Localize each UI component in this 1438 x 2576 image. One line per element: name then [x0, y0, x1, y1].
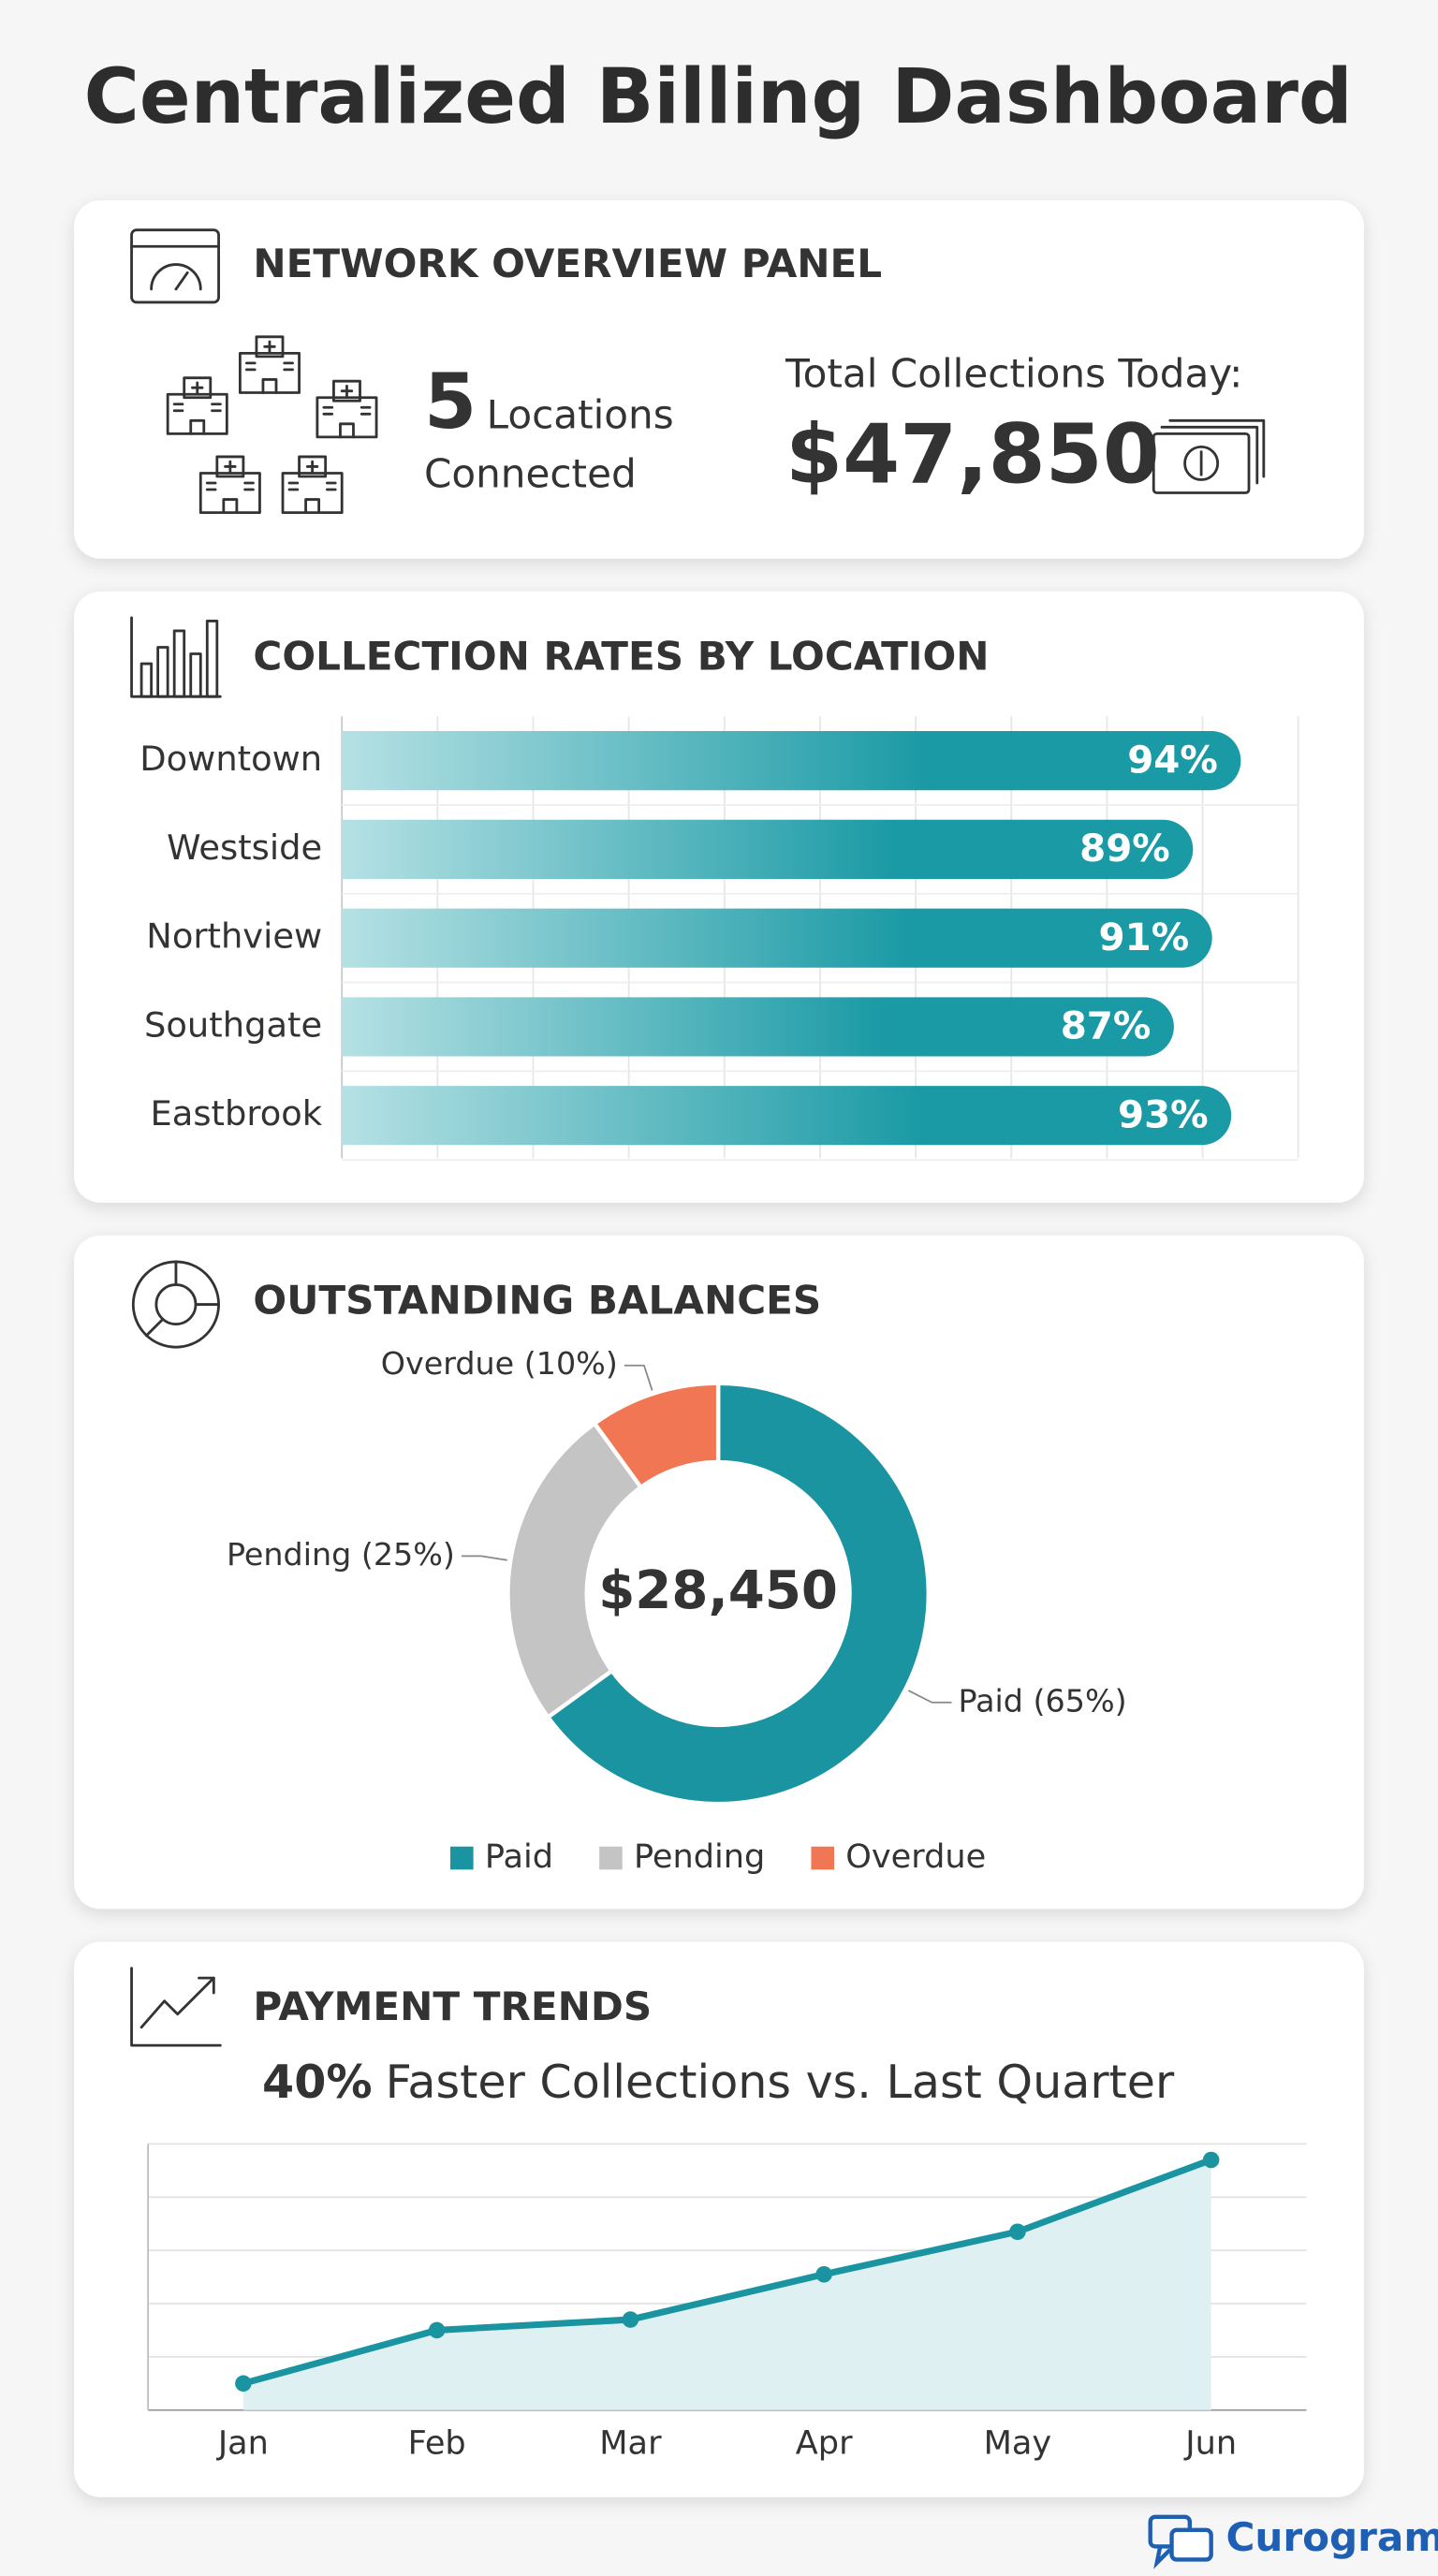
legend-label: Paid: [485, 1837, 553, 1876]
x-tick-label: Jan: [216, 2424, 269, 2463]
bar: [342, 819, 1194, 879]
x-tick-label: Apr: [796, 2424, 853, 2463]
donut-slice: [545, 1381, 931, 1807]
legend-label: Overdue: [845, 1837, 986, 1876]
value-label: 93%: [1118, 1092, 1209, 1136]
category-label: Downtown: [139, 739, 322, 779]
value-label: 89%: [1079, 827, 1170, 871]
x-tick-label: Mar: [599, 2424, 662, 2463]
donut-slice: [592, 1381, 721, 1490]
overview-panel: [74, 200, 1364, 559]
panel-heading: PAYMENT TRENDS: [253, 1983, 652, 2029]
donut-icon: [131, 1260, 220, 1349]
panel-heading: NETWORK OVERVIEW PANEL: [253, 241, 882, 286]
value-label: 94%: [1127, 738, 1218, 782]
category-label: Westside: [167, 827, 322, 868]
bar: [342, 1086, 1232, 1146]
center-label: $28,450: [598, 1560, 838, 1621]
money-icon: [1152, 418, 1266, 494]
legend-swatch: [450, 1846, 474, 1870]
gauge-icon: [130, 228, 220, 304]
point: [622, 2311, 639, 2328]
bar: [342, 908, 1212, 968]
slice-label: Paid (65%): [959, 1682, 1127, 1719]
brand-name: Curogram: [1225, 2514, 1438, 2560]
x-tick-label: Jun: [1183, 2424, 1237, 2463]
brand-logo: [1148, 2514, 1213, 2569]
x-tick-label: Feb: [408, 2424, 466, 2463]
subtitle: 40% Faster Collections vs. Last Quarter: [262, 2055, 1175, 2109]
subtitle-text: Faster Collections vs. Last Quarter: [386, 2055, 1175, 2109]
legend-swatch: [811, 1846, 835, 1870]
legend-label: Pending: [634, 1837, 765, 1876]
leader-line: [908, 1690, 952, 1704]
subtitle-highlight: 40%: [262, 2055, 373, 2109]
legend-swatch: [599, 1846, 623, 1870]
category-label: Eastbrook: [150, 1093, 322, 1134]
collections-label: Total Collections Today:: [785, 350, 1242, 396]
legend: Paid Pending Overdue: [450, 1837, 986, 1876]
locations-label: Connected: [424, 450, 637, 496]
area: [242, 2159, 1211, 2410]
panel-heading: COLLECTION RATES BY LOCATION: [253, 633, 989, 679]
point: [815, 2265, 832, 2283]
point: [235, 2375, 252, 2393]
page-title: Centralized Billing Dashboard: [84, 53, 1353, 141]
slice-label: Pending (25%): [227, 1536, 455, 1573]
point: [428, 2321, 446, 2339]
category-label: Southgate: [144, 1004, 322, 1045]
leader-line: [461, 1555, 507, 1561]
value-label: 91%: [1099, 915, 1190, 959]
bar-chart-icon: [130, 616, 222, 698]
point: [1009, 2223, 1026, 2241]
value-label: 87%: [1061, 1004, 1152, 1048]
leader-line: [624, 1364, 653, 1391]
donut-panel: [74, 1235, 1364, 1910]
locations-count: 5: [424, 359, 477, 446]
trend-icon: [130, 1967, 222, 2047]
locations-label: Locations: [487, 391, 674, 437]
panel-heading: OUTSTANDING BALANCES: [253, 1277, 821, 1323]
x-tick-label: May: [984, 2424, 1052, 2463]
collections-total: $47,850: [785, 406, 1160, 502]
category-label: Northview: [146, 916, 322, 957]
bar: [342, 731, 1241, 791]
trend-line: [242, 2157, 1212, 2387]
slice-label: Overdue (10%): [381, 1345, 618, 1382]
point: [1202, 2151, 1220, 2169]
bar: [342, 997, 1174, 1057]
donut-slice: [506, 1420, 644, 1720]
